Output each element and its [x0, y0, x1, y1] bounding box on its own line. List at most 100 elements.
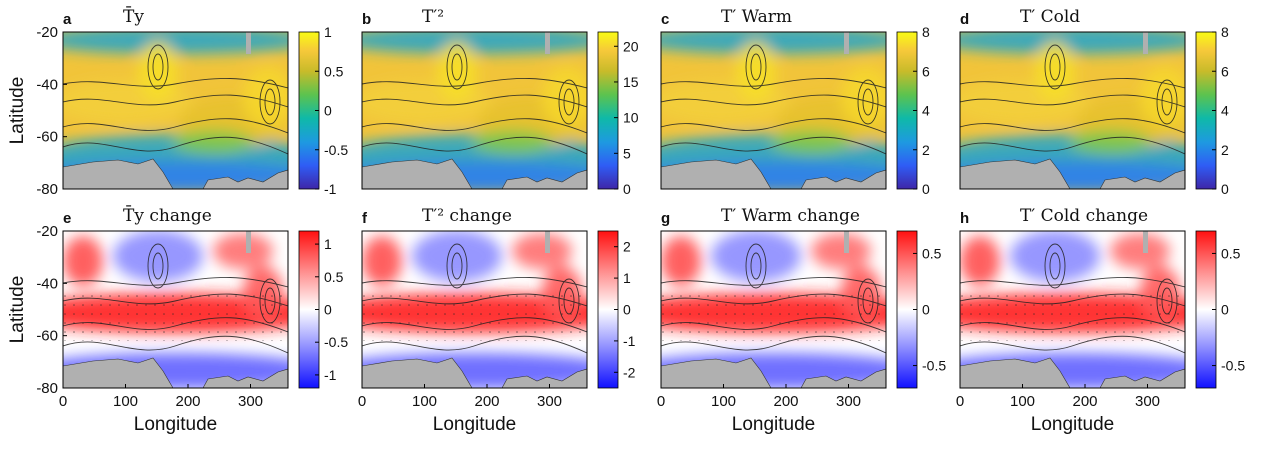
colorbar: 20 15 10 5 0 [598, 32, 639, 197]
colorbar-tick-label: 8 [1221, 24, 1229, 40]
colorbar-tick-label: 15 [623, 74, 639, 90]
colorbar-tick-label: 0 [324, 302, 332, 318]
x-tick-label: 0 [657, 393, 665, 410]
x-tick-label: 300 [836, 393, 861, 410]
panel-letter: g [661, 210, 670, 227]
panel-e: e T̄y change-20-40-60-800 100 200 300Longitu… [7, 204, 348, 435]
panel-b: b T′² 20 15 10 5 0 [324, 7, 639, 197]
colorbar-tick-label: 0.5 [324, 269, 344, 285]
panel-letter: h [960, 210, 969, 227]
x-tick-label: 200 [773, 393, 798, 410]
panel-title: T̄y change [123, 204, 212, 226]
y-axis-label: Latitude [7, 276, 28, 344]
x-tick-label: 0 [59, 393, 67, 410]
panel-title: T′ Cold [1020, 7, 1080, 27]
colorbar-tick-label: 5 [623, 145, 631, 161]
colorbar-tick-label: 1 [623, 270, 631, 286]
colorbar-tick-label: -0.5 [922, 358, 946, 374]
colorbar-tick-label: -0.5 [324, 142, 348, 158]
colorbar: 8 6 4 2 0 [1196, 24, 1229, 197]
panel-title: T′ Warm change [721, 206, 860, 226]
colorbar-tick-label: 0 [1221, 302, 1229, 318]
land-mask-south-america [246, 231, 251, 253]
y-tick-label: -80 [36, 181, 58, 198]
colorbar-tick-label: 1 [324, 236, 332, 252]
colorbar-tick-label: 2 [1221, 142, 1229, 158]
heatmap-field [922, 26, 1222, 193]
x-tick-label: 100 [113, 393, 138, 410]
x-tick-label: 100 [1010, 393, 1035, 410]
x-tick-label: 0 [956, 393, 964, 410]
heatmap-field [324, 26, 624, 193]
x-tick-label: 100 [711, 393, 736, 410]
x-tick-label: 300 [238, 393, 263, 410]
panel-title: T′² [422, 7, 444, 27]
colorbar-tick-label: 0.5 [1221, 245, 1241, 261]
colorbar-tick-label: 6 [1221, 63, 1229, 79]
land-mask-south-america [1143, 32, 1148, 54]
x-tick-label: 200 [175, 393, 200, 410]
land-mask-south-america [844, 32, 849, 54]
colorbar: 8 6 4 2 0 [897, 24, 930, 197]
colorbar-tick-label: 0 [623, 181, 631, 197]
colorbar-tick-label: 0 [1221, 181, 1229, 197]
colorbar-tick-label: 20 [623, 38, 639, 54]
panel-title: T̄y [123, 5, 144, 27]
x-tick-label: 300 [1135, 393, 1160, 410]
land-mask-south-america [844, 231, 849, 253]
colorbar-tick-label: 0.5 [324, 63, 344, 79]
y-axis-label: Latitude [7, 77, 28, 145]
panel-letter: f [362, 210, 368, 227]
panel-f: f T′² change0 100 200 300Longitude210-1-2 [314, 206, 636, 435]
land-mask-south-america [545, 231, 550, 253]
panel-a: a T̄y -20 -40 -60 -80 Latitude 1 0.5 0 -0.5 -1 [7, 5, 348, 198]
x-tick-label: 0 [358, 393, 366, 410]
panel-c: c T′ Warm 8 6 4 2 0 [623, 7, 930, 197]
x-axis-label: Longitude [1031, 414, 1114, 435]
colorbar-tick-label: 2 [623, 239, 631, 255]
colorbar: 0.50-0.5 [897, 231, 946, 388]
land-mask-south-america [545, 32, 550, 54]
panel-d: d T′ Cold 8 6 4 2 0 [922, 7, 1229, 197]
y-tick-label: -20 [36, 223, 58, 240]
panel-letter: b [362, 11, 371, 28]
colorbar: 2 1 0 -1 -2 [598, 231, 636, 388]
panel-letter: e [63, 210, 71, 227]
panel-h: h T′ Cold change 0 100 200 300 Longitude 0.5 0 -0… [912, 206, 1245, 435]
x-tick-label: 300 [537, 393, 562, 410]
panel-title: T′ Cold change [1020, 206, 1148, 226]
colorbar-tick-label: 4 [1221, 103, 1229, 119]
y-tick-label: -40 [36, 76, 58, 93]
colorbar-tick-label: 8 [922, 24, 930, 40]
colorbar: 0.5 0 -0.5 [1196, 231, 1245, 388]
panel-g: g T′ Warm change 0 100 200 300 Longitude 0.5 0 -0… [613, 206, 946, 435]
colorbar-tick-label: -0.5 [1221, 358, 1245, 374]
x-tick-label: 100 [412, 393, 437, 410]
colorbar: 1 0.5 0 -0.5 -1 [299, 24, 348, 197]
y-tick-label: -40 [36, 275, 58, 292]
panel-letter: a [63, 11, 72, 28]
colorbar-tick-label: 1 [324, 24, 332, 40]
x-axis-label: Longitude [433, 414, 516, 435]
land-mask-south-america [246, 32, 251, 54]
x-axis-label: Longitude [134, 414, 217, 435]
colorbar-tick-label: 2 [922, 142, 930, 158]
panel-title: T′² change [422, 206, 512, 226]
colorbar-tick-label: 6 [922, 63, 930, 79]
y-tick-label: -60 [36, 129, 58, 146]
colorbar-tick-label: 0 [623, 302, 631, 318]
colorbar-tick-label: -1 [324, 181, 337, 197]
colorbar-tick-label: 4 [922, 103, 930, 119]
panel-letter: d [960, 11, 969, 28]
heatmap-field [623, 26, 923, 193]
heatmap-field [25, 26, 325, 193]
colorbar: 1 0.5 0 -0.5 -1 [299, 231, 348, 388]
colorbar-tick-label: 0.5 [922, 245, 942, 261]
colorbar-tick-label: 10 [623, 110, 639, 126]
colorbar-tick-label: -1 [623, 333, 636, 349]
colorbar-tick-label: -1 [324, 367, 337, 383]
colorbar-tick-label: 0 [324, 103, 332, 119]
x-tick-label: 200 [474, 393, 499, 410]
panel-title: T′ Warm [721, 7, 792, 27]
